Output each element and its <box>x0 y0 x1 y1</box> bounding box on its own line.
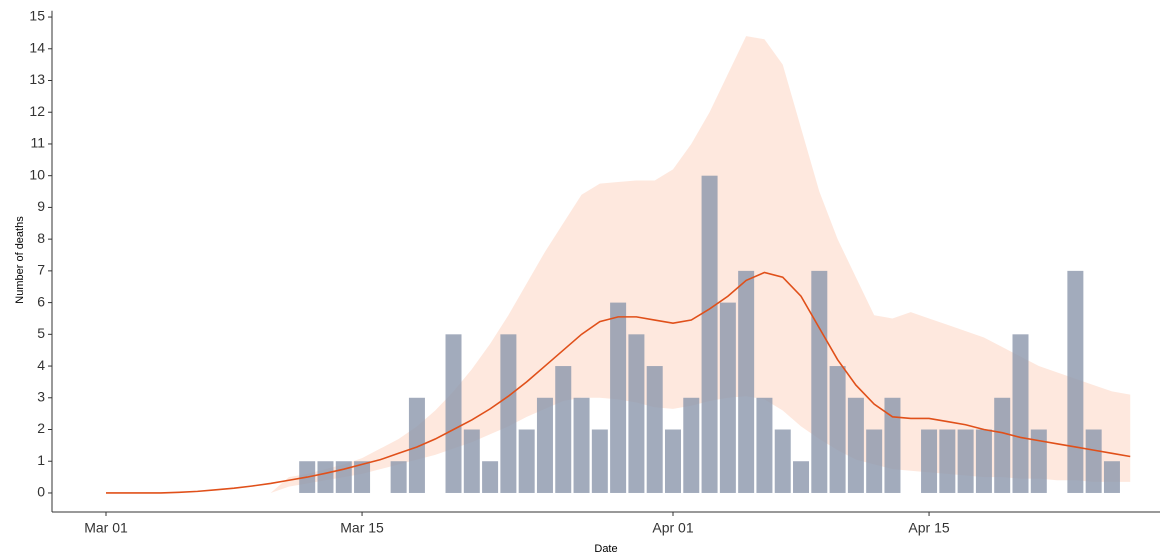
bar <box>1012 334 1029 493</box>
y-axis-label: Number of deaths <box>14 216 26 304</box>
bar <box>719 302 736 493</box>
bar <box>811 270 828 493</box>
y-tick-label: 3 <box>37 388 45 404</box>
bar <box>573 397 590 493</box>
bar <box>957 429 974 493</box>
y-tick-label: 10 <box>29 166 45 182</box>
x-axis-label: Date <box>594 543 617 555</box>
mean-line <box>106 271 1131 494</box>
bar <box>1103 461 1120 493</box>
bar <box>793 461 810 493</box>
bar <box>482 461 499 493</box>
bar <box>866 429 883 493</box>
bar <box>591 429 608 493</box>
bar <box>317 461 334 493</box>
y-tick-label: 7 <box>37 262 45 278</box>
bar <box>628 334 645 493</box>
y-tick-label: 0 <box>37 484 45 500</box>
bar <box>463 429 480 493</box>
y-tick-label: 6 <box>37 293 45 309</box>
y-tick-label: 9 <box>37 198 45 214</box>
x-tick-label: Apr 15 <box>908 520 949 536</box>
bar <box>756 397 773 493</box>
bar <box>610 302 627 493</box>
bar <box>939 429 956 493</box>
x-tick-label: Mar 01 <box>84 520 128 536</box>
bar <box>1085 429 1102 493</box>
y-tick-label: 2 <box>37 420 45 436</box>
bar <box>335 461 352 493</box>
bar <box>500 334 517 493</box>
x-tick-label: Apr 01 <box>652 520 693 536</box>
bar <box>445 334 462 493</box>
bar <box>975 429 992 493</box>
bar <box>994 397 1011 493</box>
bar <box>354 461 371 493</box>
bar <box>847 397 864 493</box>
y-tick-label: 12 <box>29 103 45 119</box>
bar <box>701 175 718 493</box>
bar <box>555 366 572 493</box>
bar <box>1067 270 1084 493</box>
bar <box>664 429 681 493</box>
y-tick-label: 14 <box>29 39 45 55</box>
x-tick-label: Mar 15 <box>340 520 384 536</box>
y-tick-label: 8 <box>37 230 45 246</box>
bar <box>408 397 425 493</box>
y-tick-label: 1 <box>37 452 45 468</box>
bar <box>921 429 938 493</box>
bar <box>1030 429 1047 493</box>
bar <box>390 461 407 493</box>
bar <box>536 397 553 493</box>
y-tick-label: 4 <box>37 357 45 373</box>
y-tick-label: 11 <box>30 135 45 151</box>
confidence-band <box>106 36 1131 493</box>
y-tick-label: 15 <box>29 8 45 24</box>
bar <box>738 270 755 493</box>
y-tick-label: 5 <box>37 325 45 341</box>
y-tick-label: 13 <box>29 71 45 87</box>
bar <box>683 397 700 493</box>
bar <box>518 429 535 493</box>
bar <box>774 429 791 493</box>
bar <box>884 397 901 493</box>
bar <box>646 366 663 493</box>
bar <box>829 366 846 493</box>
